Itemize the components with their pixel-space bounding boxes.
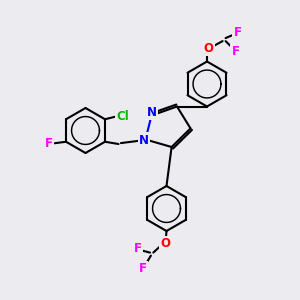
Text: F: F <box>232 44 239 58</box>
Text: F: F <box>134 242 142 255</box>
Text: F: F <box>45 137 52 150</box>
Text: O: O <box>160 237 170 250</box>
Text: Cl: Cl <box>117 110 129 123</box>
Text: N: N <box>147 106 157 119</box>
Text: F: F <box>139 262 147 275</box>
Text: F: F <box>234 26 242 39</box>
Text: O: O <box>203 41 214 55</box>
Text: N: N <box>139 134 149 147</box>
